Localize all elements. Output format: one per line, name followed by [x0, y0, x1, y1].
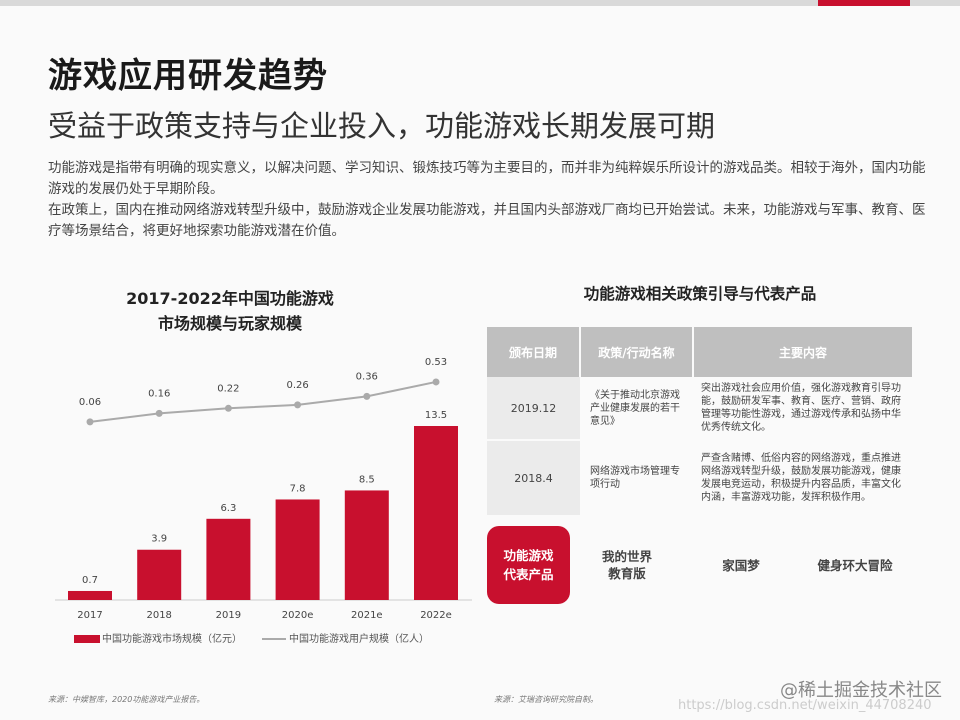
line-point — [432, 378, 440, 386]
bar-value-label: 8.5 — [359, 474, 375, 485]
line-value-label: 0.16 — [148, 388, 170, 399]
row-date: 2018.4 — [487, 440, 580, 517]
line-point — [86, 418, 94, 426]
bar-value-label: 13.5 — [425, 410, 447, 421]
col-header-date: 颁布日期 — [487, 327, 581, 377]
bar — [275, 499, 320, 600]
legend-item-line: 中国功能游戏用户规模（亿人） — [262, 630, 429, 645]
label-line: 代表产品 — [503, 567, 554, 582]
source-left: 来源：中娱智库，2020功能游戏产业报告。 — [48, 695, 205, 704]
x-tick-label: 2019 — [216, 610, 241, 621]
top-bar-accent — [818, 0, 910, 6]
row-content: 突出游戏社会应用价值，强化游戏教育引导功能，鼓励研发军事、教育、医疗、营销、政府… — [693, 377, 912, 441]
bar — [68, 590, 112, 600]
legend-label: 中国功能游戏用户规模（亿人） — [289, 634, 429, 645]
source-right: 来源：艾瑞咨询研究院自制。 — [494, 695, 598, 704]
legend-swatch-line — [262, 638, 286, 640]
bar-value-label: 6.3 — [220, 503, 236, 514]
x-tick-label: 2018 — [146, 610, 171, 621]
row-date: 2019.12 — [487, 377, 580, 441]
intro-paragraph: 在政策上，国内在推动网络游戏转型升级中，鼓励游戏企业发展功能游戏，并且国内头部游… — [48, 202, 926, 239]
bar — [344, 490, 389, 600]
intro-text: 功能游戏是指带有明确的现实意义，以解决问题、学习知识、锻炼技巧等为主要目的，而并… — [48, 158, 928, 242]
policy-table: 颁布日期 政策/行动名称 主要内容 2019.12 《关于推动北京游戏产业健康发… — [487, 327, 912, 517]
bar — [414, 426, 458, 600]
products-label: 功能游戏 代表产品 — [487, 526, 570, 604]
line-value-label: 0.36 — [356, 371, 378, 382]
page-subtitle: 受益于政策支持与企业投入，功能游戏长期发展可期 — [48, 109, 716, 143]
legend-swatch-bar — [74, 635, 100, 643]
col-header-content: 主要内容 — [693, 327, 912, 377]
line-value-label: 0.22 — [217, 383, 239, 394]
top-bar — [0, 0, 960, 6]
bar — [206, 518, 251, 600]
row-name: 《关于推动北京游戏产业健康发展的若干意见》 — [580, 377, 693, 441]
policy-title: 功能游戏相关政策引导与代表产品 — [583, 285, 817, 303]
line-point — [224, 404, 232, 412]
line-value-label: 0.53 — [425, 357, 447, 368]
chart-title-line: 2017-2022年中国功能游戏 — [126, 289, 334, 308]
x-tick-label: 2017 — [77, 610, 102, 621]
x-tick-label: 2020e — [282, 610, 314, 621]
watermark-brand: @稀土掘金技术社区 — [780, 680, 942, 701]
legend-label: 中国功能游戏市场规模（亿元） — [102, 634, 242, 645]
user-line — [89, 380, 437, 423]
row-name: 网络游戏市场管理专项行动 — [580, 440, 693, 517]
product-name: 教育版 — [608, 566, 646, 581]
line-value-label: 0.06 — [79, 397, 101, 408]
col-header-name: 政策/行动名称 — [580, 327, 694, 377]
product-item: 健身环大冒险 — [798, 557, 912, 574]
line-point — [294, 401, 302, 409]
page-title: 游戏应用研发趋势 — [48, 56, 328, 96]
chart-title: 2017-2022年中国功能游戏 市场规模与玩家规模 — [110, 286, 350, 336]
intro-paragraph: 功能游戏是指带有明确的现实意义，以解决问题、学习知识、锻炼技巧等为主要目的，而并… — [48, 160, 926, 197]
chart-title-line: 市场规模与玩家规模 — [157, 314, 302, 333]
product-item: 家国梦 — [684, 557, 798, 574]
bar-value-label: 7.8 — [290, 483, 306, 494]
bar — [137, 549, 182, 600]
market-chart: 0.7 2017 0.06 3.9 2018 0.16 6.3 2019 0.22 7.8 2020… — [55, 357, 472, 621]
product-name: 家国梦 — [722, 557, 760, 573]
watermark-url: https://blog.csdn.net/weixin_44708240 — [678, 698, 932, 713]
product-name: 我的世界 — [601, 549, 652, 564]
product-item: 我的世界 教育版 — [570, 548, 684, 582]
x-tick-label: 2021e — [351, 610, 383, 621]
table-header-row: 颁布日期 政策/行动名称 主要内容 — [487, 327, 912, 377]
table-row: 2019.12 《关于推动北京游戏产业健康发展的若干意见》 突出游戏社会应用价值… — [487, 377, 912, 441]
bar-value-label: 3.9 — [151, 534, 167, 545]
line-value-label: 0.26 — [286, 380, 308, 391]
products-row: 功能游戏代表产品 我的世界教育版 家国梦 健身环大冒险 — [487, 526, 912, 604]
bar-value-label: 0.7 — [82, 575, 98, 586]
table-row: 2018.4 网络游戏市场管理专项行动 严查含赌博、低俗内容的网络游戏，重点推进… — [487, 440, 912, 517]
row-content: 严查含赌博、低俗内容的网络游戏，重点推进网络游戏转型升级，鼓励发展功能游戏，健康… — [693, 440, 912, 517]
line-point — [363, 392, 371, 400]
label-line: 功能游戏 — [503, 548, 554, 563]
product-name: 健身环大冒险 — [817, 557, 893, 573]
line-point — [155, 409, 163, 417]
legend-item-bar: 中国功能游戏市场规模（亿元） — [74, 630, 242, 645]
chart-legend: 中国功能游戏市场规模（亿元） 中国功能游戏用户规模（亿人） — [74, 630, 429, 645]
x-tick-label: 2022e — [420, 610, 452, 621]
